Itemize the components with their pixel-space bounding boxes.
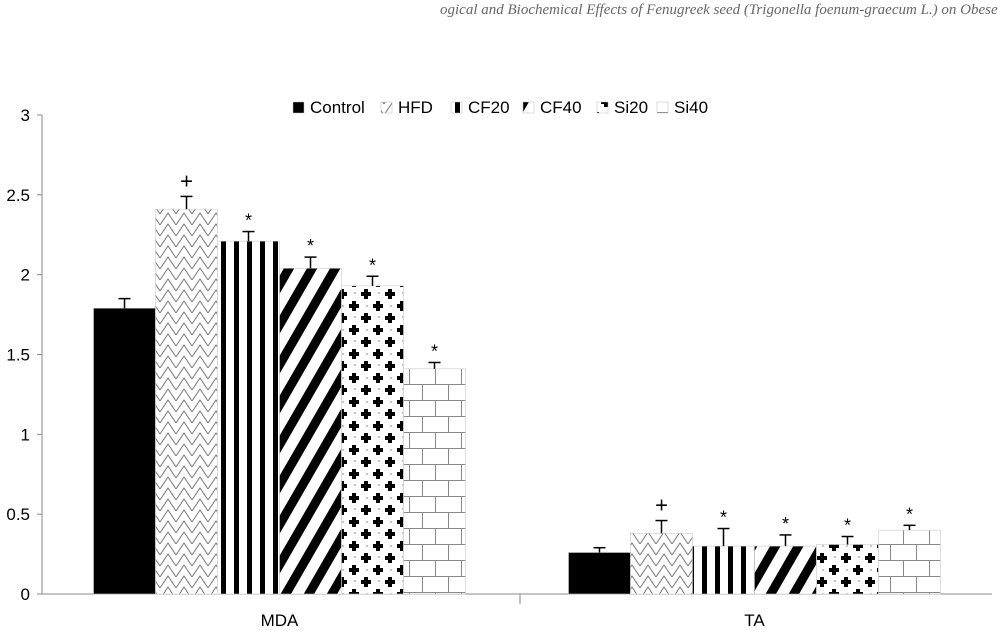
bar-control-mda xyxy=(93,307,156,595)
bar-control-ta xyxy=(568,552,631,595)
significance-mark: * xyxy=(720,508,727,528)
y-tick-label: 1.5 xyxy=(6,346,30,365)
legend-label: HFD xyxy=(398,98,433,117)
y-tick-label: 0.5 xyxy=(6,505,30,524)
y-tick-label: 2 xyxy=(21,266,30,285)
significance-mark: * xyxy=(782,514,789,534)
running-header: ogical and Biochemical Effects of Fenugr… xyxy=(440,2,1000,18)
legend-item-cf40: CF40 xyxy=(522,98,582,117)
significance-mark: * xyxy=(307,236,314,256)
significance-mark: * xyxy=(906,504,913,524)
y-tick-label: 1 xyxy=(21,425,30,444)
significance-mark: * xyxy=(431,341,438,361)
significance-mark: * xyxy=(369,255,376,275)
legend-item-si40: Si40 xyxy=(656,98,708,117)
y-tick-label: 3 xyxy=(21,106,30,125)
significance-mark: * xyxy=(844,516,851,536)
bar-hfd-ta xyxy=(630,533,693,595)
y-tick-label: 2.5 xyxy=(6,186,30,205)
x-axis-labels: MDA TA xyxy=(261,611,766,630)
bar-si20-mda xyxy=(341,285,404,595)
significance-mark: + xyxy=(180,168,193,193)
y-tick-label: 0 xyxy=(21,585,30,604)
legend-label: CF20 xyxy=(468,98,510,117)
legend-label: Si20 xyxy=(614,98,648,117)
bar-cf20-mda xyxy=(217,240,280,595)
legend-swatch xyxy=(522,101,535,114)
legend-swatch xyxy=(656,101,669,114)
bar-cf20-ta xyxy=(692,545,755,595)
legend: Control HFD CF20 CF40 Si20 Si40 xyxy=(292,98,708,117)
legend-label: Si40 xyxy=(674,98,708,117)
legend-label: CF40 xyxy=(540,98,582,117)
x-category-label: TA xyxy=(744,611,765,630)
legend-item-control: Control xyxy=(292,98,365,117)
legend-item-cf20: CF20 xyxy=(450,98,510,117)
significance-mark: + xyxy=(655,493,668,518)
significance-mark: * xyxy=(245,211,252,231)
bar-cf40-ta xyxy=(754,545,817,595)
bar-cf40-mda xyxy=(279,267,342,595)
legend-item-si20: Si20 xyxy=(596,98,648,117)
legend-swatch xyxy=(292,101,305,114)
x-category-label: MDA xyxy=(261,611,299,630)
bars-group: + * * * * + * * * * xyxy=(93,168,941,595)
bar-hfd-mda xyxy=(155,208,218,595)
y-axis-ticks: 0 0.5 1 1.5 2 2.5 3 xyxy=(6,106,42,604)
bar-si20-ta xyxy=(816,544,879,595)
legend-swatch xyxy=(450,101,463,114)
legend-label: Control xyxy=(310,98,365,117)
bar-si40-mda xyxy=(403,368,466,595)
legend-swatch xyxy=(380,101,393,114)
legend-item-hfd: HFD xyxy=(380,98,433,117)
legend-swatch xyxy=(596,101,609,114)
bar-si40-ta xyxy=(878,529,941,595)
